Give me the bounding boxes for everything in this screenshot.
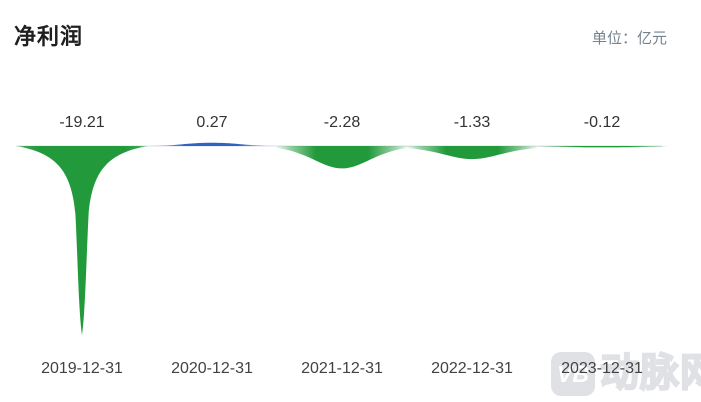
value-label-2020: 0.27 <box>196 114 228 131</box>
value-label-2021: -2.28 <box>323 114 361 131</box>
watermark-text: 动脉网 <box>599 351 701 396</box>
area-shape-2021-12-31 <box>277 146 407 169</box>
watermark-logo-icon: VB <box>551 352 595 396</box>
axis-label-2020: 2020-12-31 <box>171 360 253 377</box>
area-shape-2022-12-31 <box>407 146 537 160</box>
axis-label-2022: 2022-12-31 <box>431 360 513 377</box>
value-label-2019: -19.21 <box>59 114 105 131</box>
axis-label-2021: 2021-12-31 <box>301 360 383 377</box>
area-shape-2023-12-31 <box>537 146 667 148</box>
value-label-2023: -0.12 <box>583 114 621 131</box>
unit-label: 单位：亿元 <box>591 30 667 47</box>
watermark: VB 动脉网 <box>551 351 701 396</box>
axis-label-2023: 2023-12-31 <box>561 360 643 377</box>
value-label-2022: -1.33 <box>453 114 491 131</box>
axis-label-2019: 2019-12-31 <box>41 360 123 377</box>
area-shape-2019-12-31 <box>16 146 148 336</box>
area-shape-2020-12-31 <box>147 142 277 146</box>
chart-title: 净利润 <box>14 24 84 49</box>
